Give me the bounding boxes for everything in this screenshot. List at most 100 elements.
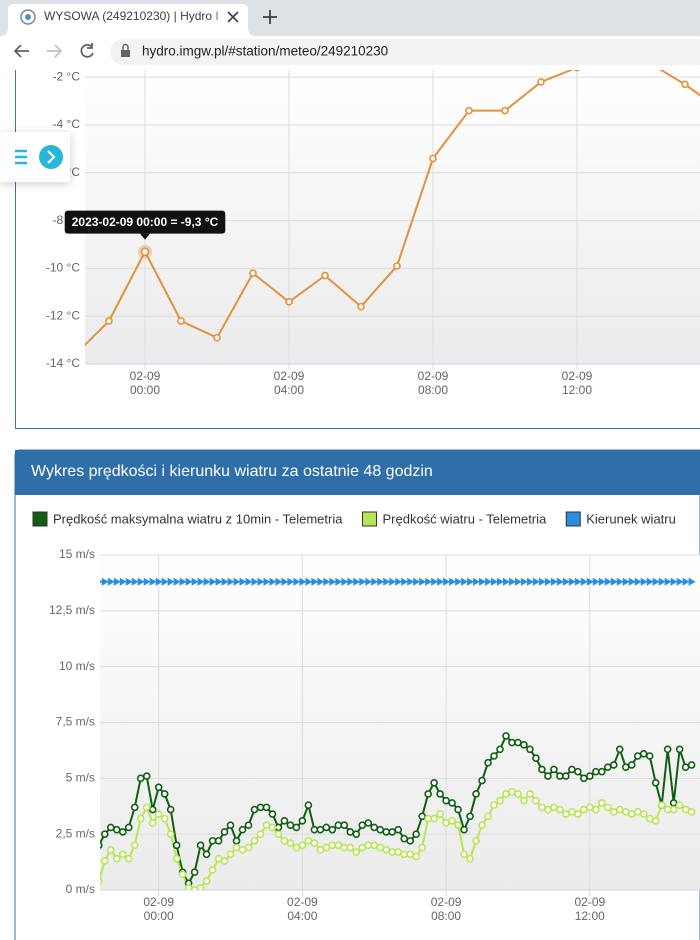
point	[352, 830, 361, 838]
direction-marker	[233, 577, 241, 586]
direction-marker	[407, 577, 415, 586]
menu-icon[interactable]	[15, 149, 27, 165]
point	[106, 845, 115, 854]
point	[603, 763, 612, 771]
direction-marker	[526, 577, 534, 586]
address-bar[interactable]	[110, 39, 700, 65]
point	[442, 819, 450, 827]
point	[100, 841, 103, 849]
point	[388, 848, 397, 856]
new-tab[interactable]	[263, 10, 277, 24]
direction-marker	[455, 577, 463, 586]
point	[520, 741, 528, 749]
point	[651, 778, 660, 787]
point	[274, 823, 283, 832]
point	[484, 758, 492, 767]
legend-label: Prędkość maksymalna wiatru z 10min - Tel…	[53, 511, 343, 526]
point	[262, 821, 271, 830]
back-button[interactable]	[13, 44, 29, 58]
point	[454, 805, 462, 814]
point	[376, 825, 385, 834]
point	[208, 837, 217, 845]
direction-marker	[377, 577, 385, 586]
point	[580, 805, 588, 814]
y-tick-label: 5 m/s	[66, 771, 95, 785]
point	[430, 814, 438, 823]
point	[574, 70, 580, 72]
tab-close[interactable]	[227, 11, 239, 23]
reload-button[interactable]	[80, 43, 94, 58]
point	[136, 814, 145, 823]
point	[238, 845, 247, 854]
direction-marker	[149, 577, 157, 586]
point	[681, 80, 689, 89]
point	[256, 803, 265, 812]
point	[172, 854, 181, 863]
point	[586, 772, 594, 780]
charts: -2 °C-4 °C-6 °C-8 °C-10 °C-12 °C-14 °C02…	[32, 69, 700, 923]
point	[148, 819, 157, 827]
legend-swatch	[361, 511, 377, 527]
point	[514, 790, 522, 798]
forward-button[interactable]	[47, 44, 63, 58]
point	[298, 841, 307, 850]
point	[310, 839, 319, 847]
point	[687, 761, 696, 769]
direction-marker	[137, 577, 145, 586]
direction-marker	[604, 577, 612, 586]
point	[250, 805, 259, 814]
point	[160, 790, 169, 798]
point	[154, 783, 163, 792]
point	[663, 745, 672, 754]
point	[268, 823, 277, 832]
point	[633, 752, 642, 760]
point	[280, 837, 289, 845]
tooltip-arrow	[140, 233, 150, 240]
point	[160, 814, 169, 823]
direction-marker	[347, 577, 355, 586]
point	[597, 799, 606, 807]
x-tick-label: 02-09 04:00	[274, 369, 305, 397]
y-tick-label: 15 m/s	[59, 547, 95, 561]
direction-marker	[479, 577, 487, 586]
url: hydro.imgw.pl/#station/meteo/249210230	[142, 44, 388, 59]
direction-marker	[550, 577, 558, 586]
point	[538, 765, 546, 774]
point	[448, 799, 456, 807]
point	[424, 790, 432, 798]
point	[520, 796, 528, 805]
point	[244, 821, 253, 830]
point	[592, 805, 600, 814]
point	[400, 850, 408, 859]
point	[460, 850, 468, 859]
point	[394, 825, 403, 834]
point	[442, 796, 450, 805]
point	[286, 821, 295, 830]
point	[130, 803, 139, 812]
direction-marker	[227, 577, 235, 586]
direction-marker	[257, 577, 265, 586]
point	[226, 850, 235, 859]
y-tick-label: 2,5 m/s	[56, 826, 95, 840]
point	[316, 845, 325, 854]
point	[645, 814, 654, 823]
point	[274, 830, 283, 838]
expand-button[interactable]	[39, 145, 63, 169]
direction-marker	[443, 577, 451, 586]
y-tick-label: 7,5 m/s	[56, 715, 95, 729]
point	[220, 828, 229, 836]
point	[537, 78, 545, 86]
point	[124, 854, 133, 863]
chevron	[47, 150, 56, 164]
y-tick-label: -14 °C	[46, 356, 80, 370]
point	[508, 787, 516, 796]
point	[490, 801, 498, 809]
point	[334, 841, 343, 850]
point	[262, 803, 271, 812]
point	[322, 823, 331, 832]
direction-marker	[497, 577, 504, 586]
direction-marker	[425, 577, 433, 586]
direction-marker	[131, 577, 139, 586]
point	[496, 745, 504, 754]
point	[316, 825, 325, 834]
